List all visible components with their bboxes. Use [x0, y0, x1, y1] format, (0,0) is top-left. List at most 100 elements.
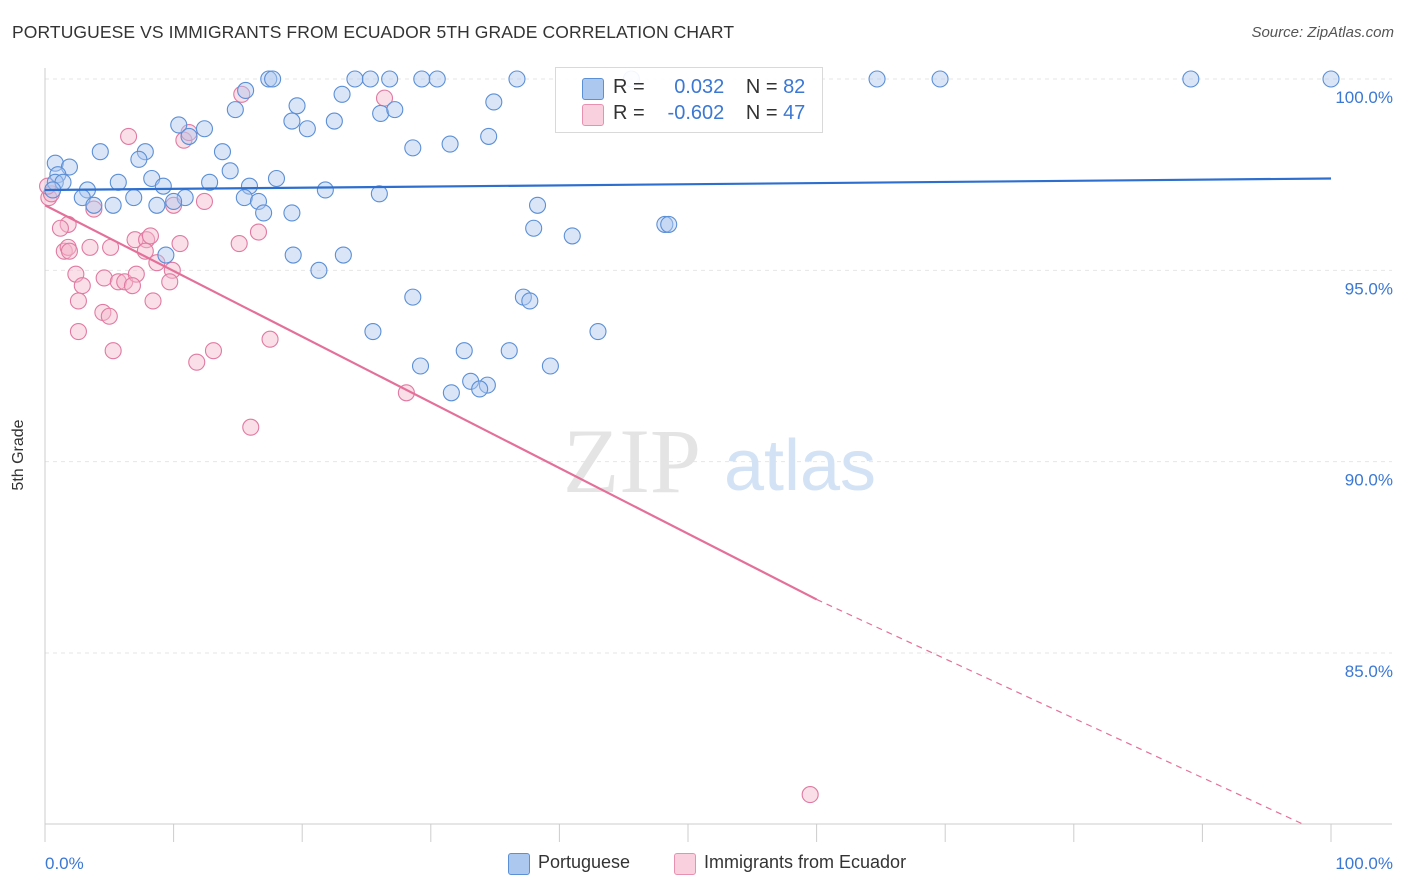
data-point-portuguese: [85, 196, 103, 214]
ecuador-swatch: [582, 104, 604, 126]
data-point-portuguese: [130, 150, 148, 168]
data-point-portuguese: [404, 139, 422, 157]
data-point-portuguese: [441, 135, 459, 153]
portuguese-swatch: [508, 853, 530, 875]
data-point-portuguese: [411, 357, 430, 375]
data-point-portuguese: [255, 204, 273, 222]
tick-labels: 85.0% 90.0% 95.0% 100.0% 0.0% 100.0%: [45, 88, 1393, 873]
trend-lines: [44, 177, 1332, 826]
data-point-portuguese: [508, 70, 526, 88]
data-point-ecuador: [51, 219, 69, 237]
data-point-portuguese: [170, 116, 188, 134]
data-point-ecuador: [242, 418, 260, 436]
data-point-portuguese: [195, 120, 214, 138]
data-point-portuguese: [288, 97, 306, 115]
data-point-portuguese: [386, 101, 404, 119]
data-point-portuguese: [201, 173, 219, 191]
watermark-zip: ZIP: [563, 410, 701, 512]
data-point-portuguese: [298, 120, 316, 138]
source-label: Source: ZipAtlas.com: [1251, 24, 1394, 41]
data-point-portuguese: [525, 219, 543, 237]
data-point-ecuador: [69, 292, 87, 310]
data-point-portuguese: [541, 357, 559, 375]
data-point-ecuador: [85, 200, 103, 218]
data-point-portuguese: [283, 112, 301, 130]
y-axis-label: 5th Grade: [10, 419, 27, 491]
data-point-ecuador: [95, 269, 113, 287]
data-point-ecuador: [73, 277, 91, 295]
y-tick-label: 90.0%: [1345, 471, 1393, 490]
data-point-portuguese: [283, 204, 301, 222]
y-tick-label: 100.0%: [1335, 88, 1393, 107]
portuguese-swatch: [582, 78, 604, 100]
data-point-portuguese: [521, 292, 539, 310]
stats-legend: R = 0.032 N = 82 R = -0.602 N = 47: [555, 67, 823, 133]
chart-title: PORTUGUESE VS IMMIGRANTS FROM ECUADOR 5T…: [12, 22, 735, 42]
trend-line-portuguese: [44, 177, 1332, 192]
data-point-ecuador: [801, 786, 819, 804]
data-point-ecuador: [81, 238, 99, 256]
data-point-portuguese: [346, 70, 364, 88]
data-point-portuguese: [528, 196, 547, 214]
data-point-portuguese: [381, 70, 399, 88]
data-point-portuguese: [91, 143, 109, 161]
r-value: 0.032: [674, 76, 725, 98]
gridlines: [45, 78, 1392, 654]
data-point-ecuador: [123, 277, 141, 295]
data-point-portuguese: [589, 323, 607, 341]
data-point-portuguese: [372, 104, 390, 122]
series-portuguese: [44, 70, 1340, 402]
data-point-portuguese: [157, 246, 175, 264]
data-point-ecuador: [195, 192, 214, 211]
r-value: -0.602: [667, 102, 725, 124]
n-value: 47: [783, 102, 806, 124]
data-point-ecuador: [109, 273, 127, 291]
data-point-portuguese: [471, 380, 489, 398]
data-point-portuguese: [109, 173, 127, 191]
data-point-portuguese: [931, 70, 949, 88]
data-point-portuguese: [165, 192, 183, 211]
watermark-atlas: atlas: [724, 426, 876, 506]
data-point-portuguese: [660, 215, 678, 233]
series-immigrants-from-ecuador: [39, 85, 819, 804]
trend-line-ecuador-extension: [816, 598, 1306, 826]
data-point-ecuador: [188, 353, 206, 371]
data-point-portuguese: [148, 196, 166, 214]
data-point-portuguese: [180, 127, 198, 145]
data-point-ecuador: [230, 234, 248, 253]
n-label: N =: [745, 76, 778, 98]
data-point-portuguese: [316, 181, 334, 199]
data-point-portuguese: [310, 261, 328, 279]
data-point-portuguese: [364, 323, 382, 341]
x-tick-label: 0.0%: [45, 854, 84, 873]
trend-line-ecuador: [44, 204, 818, 601]
data-point-portuguese: [264, 70, 282, 88]
data-point-portuguese: [500, 342, 518, 360]
data-point-ecuador: [60, 242, 78, 260]
data-point-portuguese: [1182, 70, 1200, 88]
ecuador-swatch: [674, 853, 696, 875]
data-point-portuguese: [478, 376, 496, 394]
data-point-portuguese: [413, 70, 431, 88]
data-point-ecuador: [120, 127, 138, 145]
data-point-ecuador: [204, 342, 223, 360]
data-point-portuguese: [656, 215, 674, 233]
data-point-portuguese: [333, 85, 351, 103]
data-point-portuguese: [237, 81, 255, 100]
data-point-ecuador: [161, 273, 179, 291]
data-point-portuguese: [1322, 70, 1340, 88]
data-point-portuguese: [267, 169, 286, 188]
data-point-portuguese: [480, 127, 498, 145]
data-point-portuguese: [104, 196, 122, 214]
data-point-ecuador: [144, 292, 162, 310]
data-point-ecuador: [69, 323, 87, 341]
data-point-ecuador: [104, 342, 122, 360]
data-point-portuguese: [455, 342, 473, 360]
data-point-ecuador: [261, 330, 279, 348]
r-label: R =: [613, 76, 645, 98]
data-point-ecuador: [171, 234, 189, 253]
data-point-portuguese: [370, 185, 388, 203]
data-point-portuguese: [260, 70, 278, 88]
data-point-ecuador: [100, 307, 118, 325]
